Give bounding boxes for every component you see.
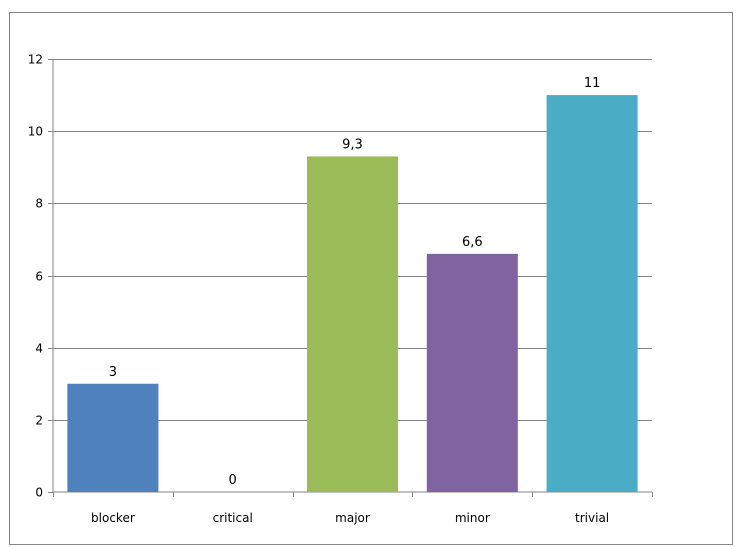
bar-trivial bbox=[546, 95, 638, 492]
data-label-critical: 0 bbox=[229, 473, 237, 488]
x-axis-ticks: blocker critical major minor trivial bbox=[53, 492, 653, 525]
y-axis-ticks: 0 2 4 6 8 10 12 bbox=[28, 53, 53, 500]
x-tick-label-trivial: trivial bbox=[575, 511, 609, 525]
x-tick-label-critical: critical bbox=[213, 511, 253, 525]
bars bbox=[67, 95, 638, 493]
y-tick-label: 10 bbox=[28, 125, 43, 139]
data-label-major: 9,3 bbox=[342, 137, 363, 152]
bar-major bbox=[306, 156, 399, 493]
x-tick-label-minor: minor bbox=[455, 511, 490, 525]
x-tick-label-blocker: blocker bbox=[91, 511, 135, 525]
data-label-minor: 6,6 bbox=[462, 235, 483, 250]
y-tick-label: 0 bbox=[35, 486, 43, 500]
bar-minor bbox=[426, 253, 518, 492]
y-tick-label: 2 bbox=[35, 414, 43, 428]
y-tick-label: 4 bbox=[35, 342, 43, 356]
x-tick-label-major: major bbox=[335, 511, 370, 525]
data-label-blocker: 3 bbox=[109, 365, 117, 380]
y-tick-label: 8 bbox=[35, 197, 43, 211]
bar-blocker bbox=[67, 383, 159, 492]
data-labels: 3 0 9,3 6,6 11 bbox=[109, 76, 601, 488]
y-tick-label: 12 bbox=[28, 53, 43, 67]
data-label-trivial: 11 bbox=[584, 76, 601, 91]
y-tick-label: 6 bbox=[35, 270, 43, 284]
